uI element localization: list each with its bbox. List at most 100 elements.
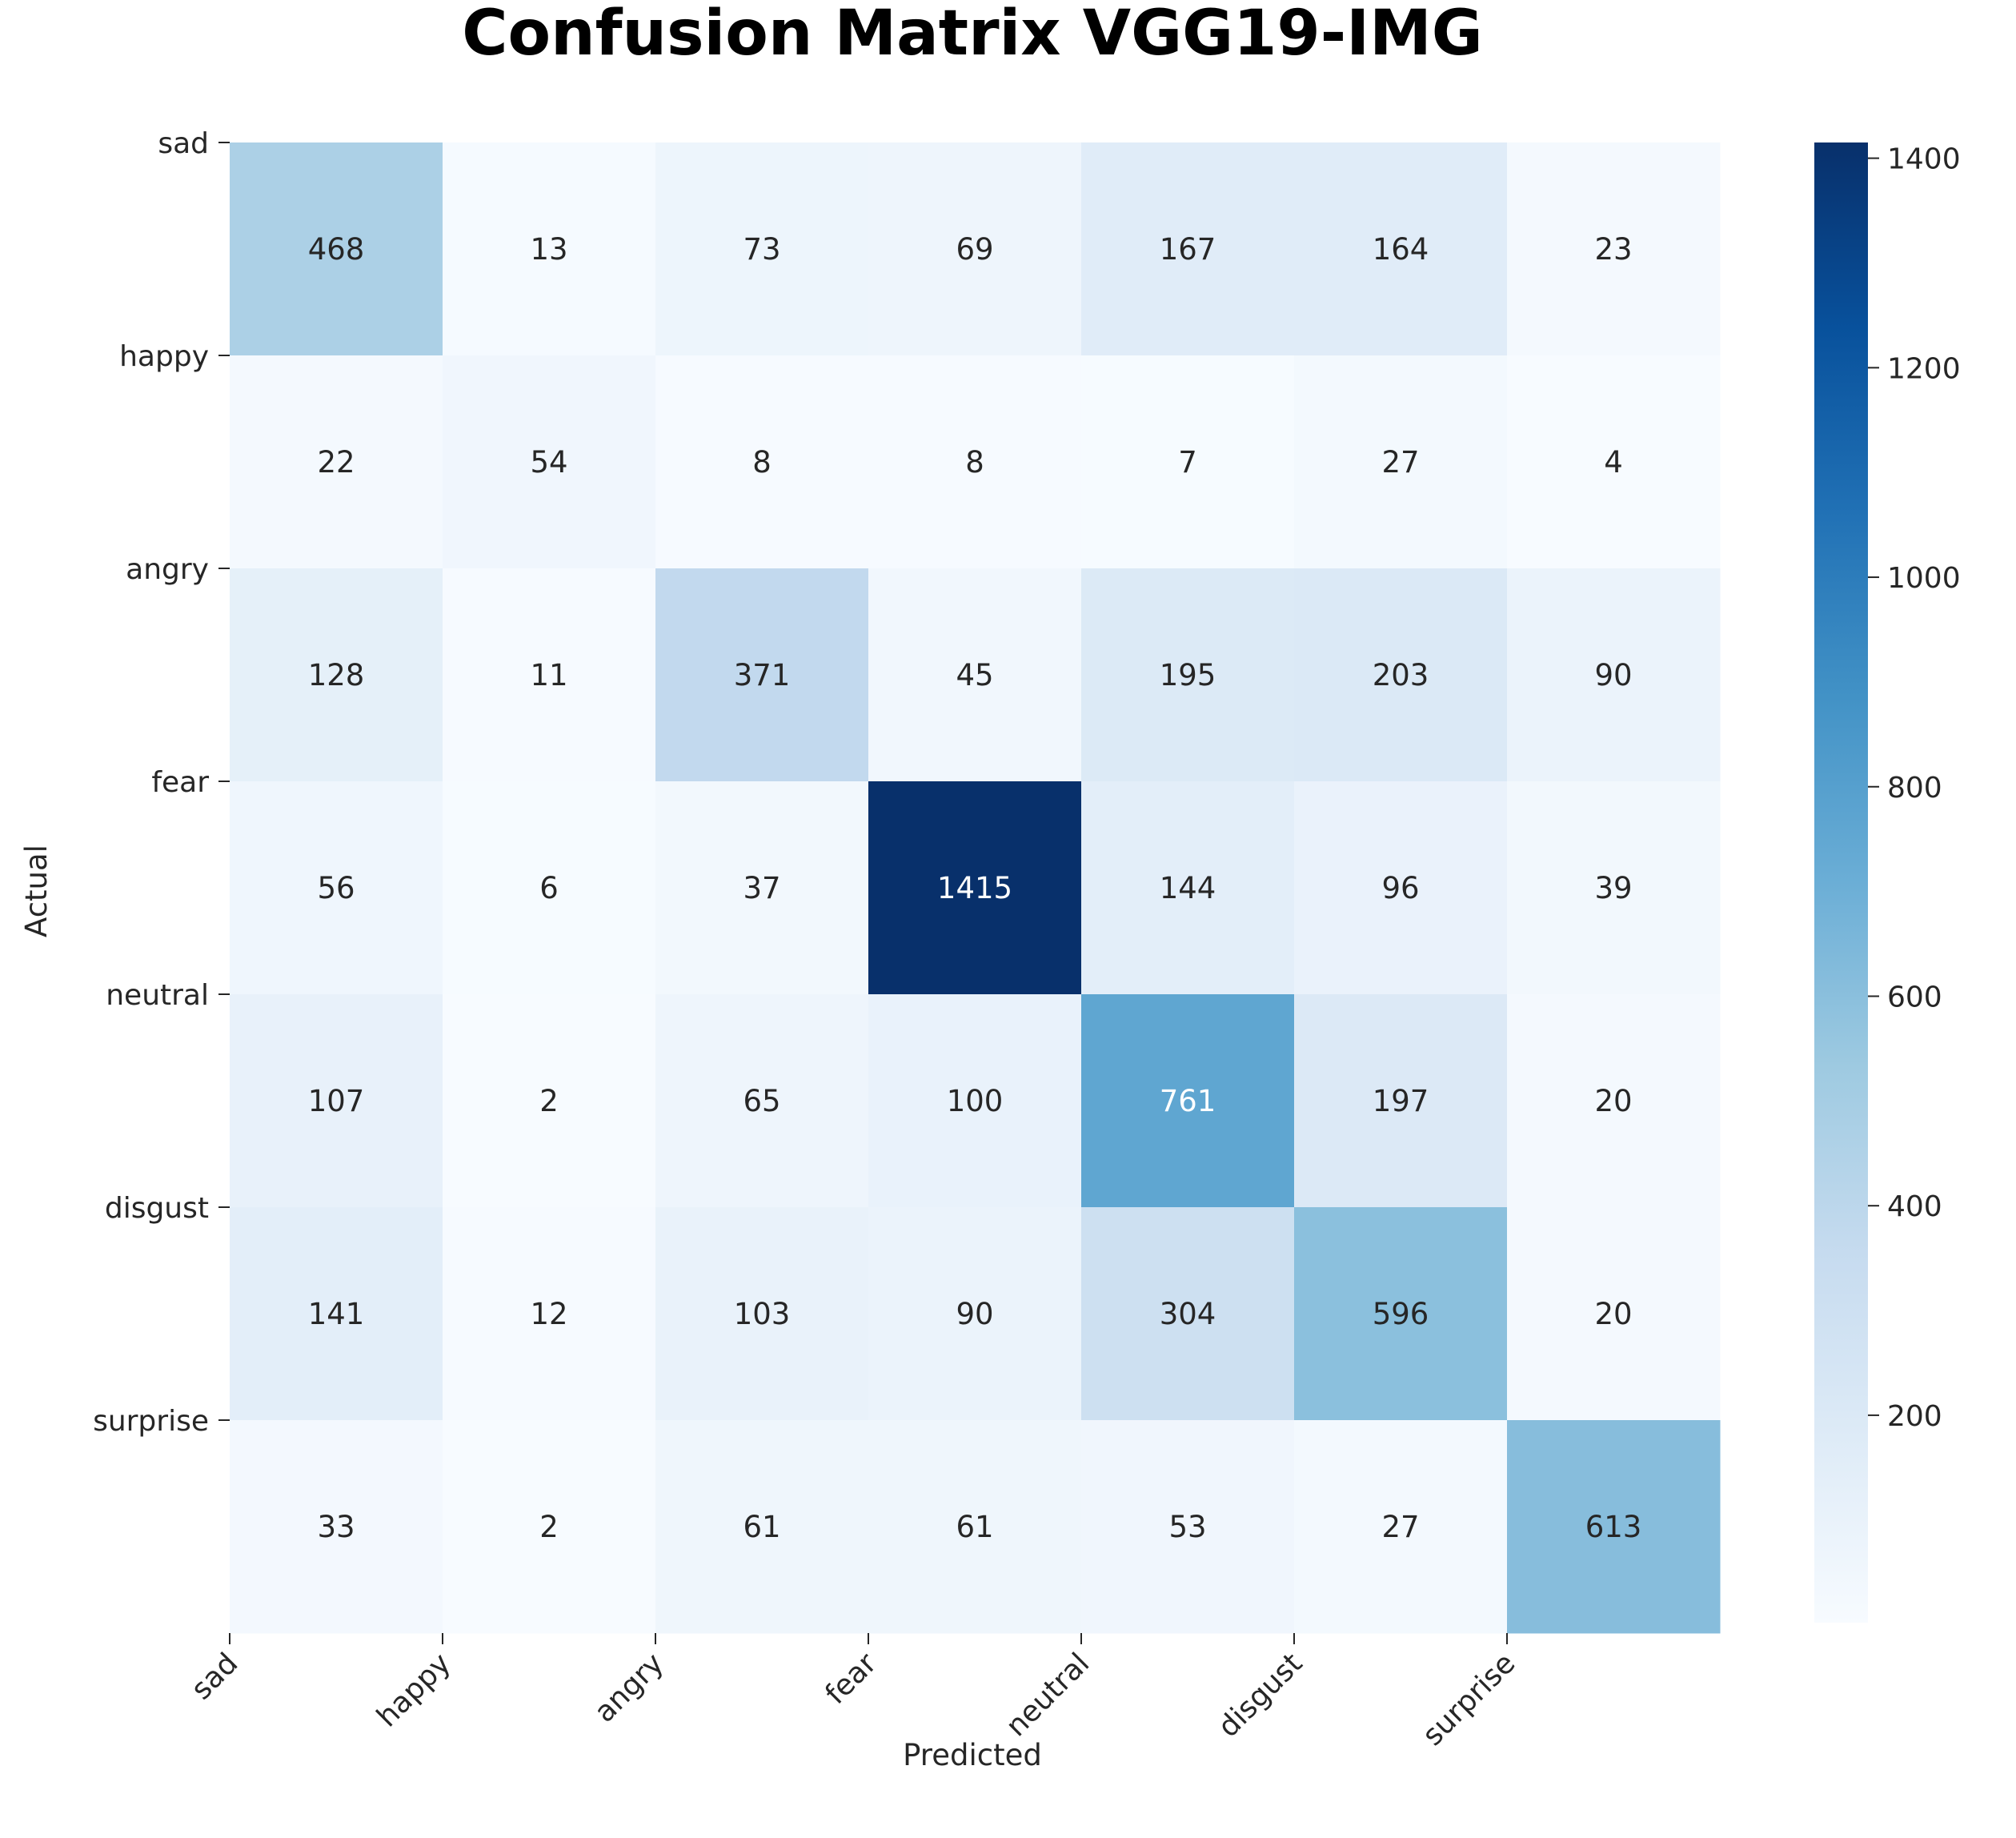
heatmap-cell (655, 1420, 869, 1634)
colorbar-tick-label: 1400 (1887, 143, 1961, 176)
cell-value-label: 761 (1160, 1084, 1216, 1118)
heatmap-cell (868, 1420, 1082, 1634)
heatmap-cell (868, 1207, 1082, 1421)
cell-value-label: 8 (965, 445, 984, 480)
x-tick-label: angry (588, 1647, 670, 1728)
heatmap-cell (443, 781, 656, 995)
heatmap-cell (230, 1420, 443, 1634)
y-tick-label: angry (126, 553, 209, 586)
heatmap-cell (230, 781, 443, 995)
heatmap-cell (655, 781, 869, 995)
cell-value-label: 96 (1381, 871, 1419, 905)
heatmap-cell (443, 1207, 656, 1421)
heatmap-cell (1507, 568, 1721, 782)
cell-value-label: 37 (743, 871, 780, 905)
cell-value-label: 61 (956, 1510, 993, 1544)
heatmap-cell (1294, 781, 1508, 995)
y-tick-label: fear (151, 766, 209, 799)
cell-value-label: 195 (1160, 658, 1216, 692)
cell-value-label: 197 (1373, 1084, 1429, 1118)
cell-value-label: 65 (743, 1084, 780, 1118)
heatmap-cell (868, 781, 1082, 995)
x-tick-label: sad (185, 1647, 244, 1706)
cell-value-label: 468 (308, 232, 365, 267)
heatmap-cell (1507, 1207, 1721, 1421)
heatmap-cell (1294, 994, 1508, 1208)
cell-value-label: 167 (1160, 232, 1216, 267)
y-axis: sad happy angry fear neutral disgust surprise (93, 127, 230, 1438)
cell-value-label: 203 (1373, 658, 1429, 692)
cell-value-label: 56 (317, 871, 355, 905)
heatmap-cell (655, 994, 869, 1208)
colorbar (1814, 142, 1868, 1623)
x-tick-label: happy (371, 1647, 457, 1733)
cell-value-label: 27 (1381, 445, 1419, 480)
heatmap-cell (655, 355, 869, 569)
heatmap-cell (443, 994, 656, 1208)
heatmap-cell (230, 142, 443, 356)
x-tick-label: surprise (1417, 1647, 1521, 1752)
heatmap-cell (443, 355, 656, 569)
colorbar-tick-label: 200 (1887, 1400, 1942, 1433)
heatmap-cells (230, 142, 1721, 1634)
heatmap-cell (1294, 568, 1508, 782)
cell-value-label: 6 (539, 871, 559, 905)
cell-value-label: 1415 (937, 871, 1012, 905)
cell-value-label: 144 (1160, 871, 1216, 905)
heatmap-cell (443, 142, 656, 356)
cell-value-label: 11 (530, 658, 567, 692)
cell-value-label: 13 (530, 232, 567, 267)
cell-value-label: 20 (1594, 1297, 1632, 1331)
cell-value-label: 39 (1594, 871, 1632, 905)
cell-value-label: 61 (743, 1510, 780, 1544)
heatmap-cell (868, 142, 1082, 356)
cell-value-label: 8 (752, 445, 772, 480)
cell-value-label: 90 (956, 1297, 993, 1331)
heatmap-cell (1081, 568, 1295, 782)
cell-value-label: 7 (1178, 445, 1197, 480)
cell-value-label: 22 (317, 445, 355, 480)
colorbar-tick-label: 800 (1887, 772, 1942, 805)
heatmap-cell (1507, 1420, 1721, 1634)
cell-value-label: 2 (539, 1510, 559, 1544)
cell-value-label: 613 (1585, 1510, 1642, 1544)
cell-value-label: 4 (1604, 445, 1623, 480)
cell-value-label: 27 (1381, 1510, 1419, 1544)
heatmap-cell (1294, 355, 1508, 569)
cell-value-label: 2 (539, 1084, 559, 1118)
cell-value-label: 304 (1160, 1297, 1216, 1331)
heatmap-cell (655, 142, 869, 356)
cell-value-label: 20 (1594, 1084, 1632, 1118)
cell-value-label: 23 (1594, 232, 1632, 267)
heatmap-cell (1081, 355, 1295, 569)
heatmap-cell (1507, 994, 1721, 1208)
y-axis-label: Actual (19, 845, 54, 937)
colorbar-ticks: 200 400 600 800 1000 1200 1400 (1868, 143, 1961, 1433)
cell-value-label: 107 (308, 1084, 365, 1118)
cell-value-label: 53 (1168, 1510, 1206, 1544)
y-tick-label: neutral (106, 979, 209, 1012)
heatmap-cell (1507, 142, 1721, 356)
heatmap-cell (1081, 142, 1295, 356)
heatmap-cell (1081, 1207, 1295, 1421)
heatmap-cell (1081, 781, 1295, 995)
y-tick-label: sad (158, 127, 209, 160)
heatmap-cell (868, 568, 1082, 782)
heatmap-cell (230, 355, 443, 569)
cell-value-label: 164 (1373, 232, 1429, 267)
cell-value-label: 12 (530, 1297, 567, 1331)
cell-value-label: 103 (734, 1297, 791, 1331)
colorbar-tick-label: 600 (1887, 981, 1942, 1013)
cell-value-label: 128 (308, 658, 365, 692)
y-tick-label: surprise (93, 1405, 209, 1438)
heatmap-cell (1507, 355, 1721, 569)
x-tick-label: neutral (1000, 1647, 1096, 1743)
heatmap-cell (1294, 142, 1508, 356)
heatmap-cell (230, 1207, 443, 1421)
heatmap-cell (230, 994, 443, 1208)
x-tick-label: disgust (1212, 1647, 1309, 1744)
heatmap-cell (443, 1420, 656, 1634)
cell-value-label: 54 (530, 445, 567, 480)
